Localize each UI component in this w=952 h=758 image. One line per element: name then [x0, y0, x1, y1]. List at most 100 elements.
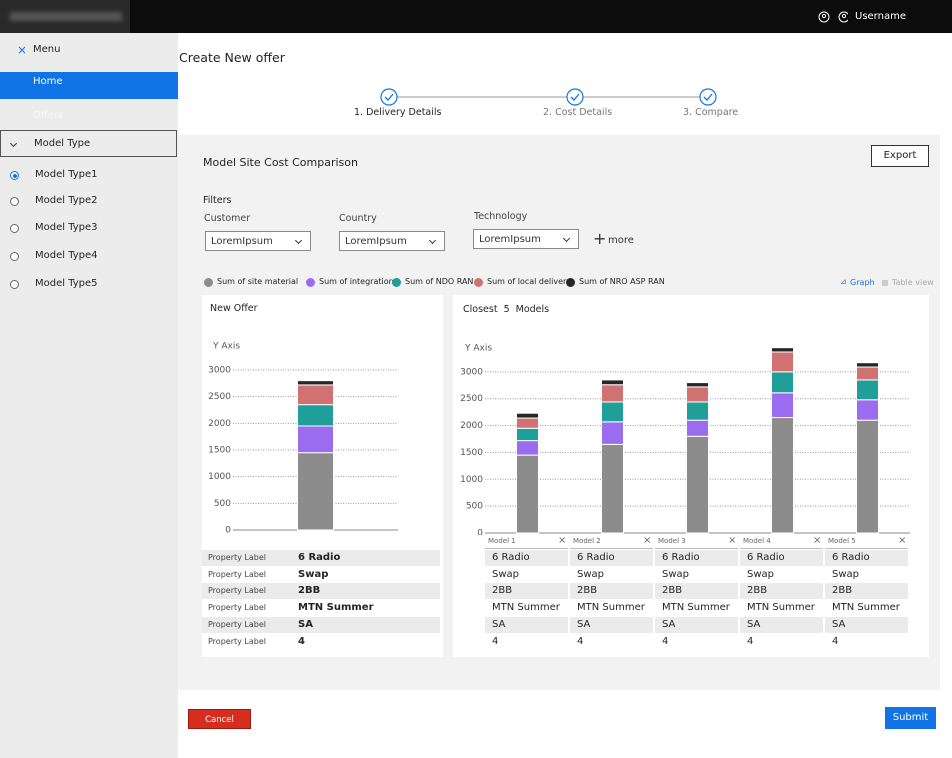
table-cell: 2BB [577, 585, 598, 596]
model-header: Model 3 [658, 537, 686, 545]
table-row [825, 617, 908, 633]
table-cell: 4 [832, 636, 839, 647]
y-tick-label: 2500 [208, 392, 231, 402]
filter-label: Customer [204, 213, 251, 224]
user-icons[interactable] [818, 11, 848, 24]
table-cell: MTN Summer [577, 602, 645, 613]
table-row [202, 583, 440, 599]
view-toggle[interactable]: Graph [850, 278, 875, 287]
y-tick-label: 0 [477, 529, 483, 536]
y-tick-label: 500 [214, 499, 231, 509]
chart: Y Axis 0 500 1000 1500 2000 2500 3000 [460, 344, 910, 536]
table-row [202, 617, 440, 633]
table-row [570, 600, 653, 616]
top-bar [0, 0, 952, 33]
filters-title: Filters [203, 195, 232, 206]
table-row [740, 567, 823, 583]
table-icon[interactable] [882, 280, 888, 286]
legend-swatch [474, 278, 483, 287]
header-border [825, 548, 908, 549]
remove-icon[interactable]: × [898, 535, 907, 546]
remove-icon[interactable]: × [813, 535, 822, 546]
table-row [740, 617, 823, 633]
model-header: Model 4 [743, 537, 771, 545]
table-row [202, 550, 440, 566]
bar-segment [686, 435, 709, 534]
export-button[interactable]: Export [871, 145, 929, 167]
username[interactable]: Username [855, 11, 906, 22]
table-cell: 6 Radio [662, 552, 700, 563]
option-label[interactable]: Model Type3 [35, 222, 98, 233]
model-header: Model 2 [573, 537, 601, 545]
option-label[interactable]: Model Type1 [35, 169, 98, 180]
y-tick-label: 1500 [208, 446, 231, 456]
table-row [740, 634, 823, 650]
table-cell: Property Label [208, 553, 266, 562]
option-label[interactable]: Model Type5 [35, 278, 98, 289]
filter-select[interactable]: LoremIpsum [205, 231, 311, 251]
step-label: 2. Cost Details [543, 107, 613, 118]
table-row [825, 550, 908, 566]
option-label[interactable]: Model Type4 [35, 250, 98, 261]
home-item[interactable] [0, 72, 178, 99]
menu-label[interactable]: Menu [33, 44, 61, 55]
legend-label: Sum of local delivery [487, 277, 572, 286]
radio[interactable] [10, 252, 19, 261]
table-row [655, 617, 738, 633]
table-cell: 4 [298, 636, 305, 647]
more-link[interactable]: more [608, 235, 634, 246]
remove-icon[interactable]: × [728, 535, 737, 546]
bar-segment [856, 399, 879, 421]
table-row [570, 634, 653, 650]
page-title: Create New offer [179, 50, 285, 65]
bar-segment [297, 404, 334, 427]
plus-icon[interactable]: + [593, 229, 607, 248]
view-toggle[interactable]: Table view [892, 278, 934, 287]
bar-segment [856, 419, 879, 534]
table-cell: Swap [492, 569, 520, 580]
bar-segment [771, 351, 794, 373]
bar-segment [297, 380, 334, 386]
table-cell: Property Label [208, 620, 266, 629]
remove-icon[interactable]: × [643, 535, 652, 546]
bar-segment [601, 384, 624, 403]
sidebar [0, 33, 178, 758]
table-cell: 2BB [832, 585, 853, 596]
table-cell: SA [298, 619, 313, 630]
section-header[interactable] [0, 130, 177, 157]
radio-dot [12, 173, 17, 178]
radio[interactable] [10, 197, 19, 206]
remove-icon[interactable]: × [558, 535, 567, 546]
graph-icon[interactable]: ⊿ [840, 277, 847, 286]
legend-label: Sum of NRO ASP RAN [579, 277, 665, 286]
radio[interactable] [10, 171, 19, 180]
nav-item[interactable]: Offers [33, 110, 64, 121]
option-label[interactable]: Model Type2 [35, 195, 98, 206]
header-border [485, 548, 568, 549]
y-tick-label: 1000 [208, 472, 231, 482]
section-title[interactable]: Model Type [34, 138, 91, 149]
filter-select[interactable]: LoremIpsum [339, 231, 445, 251]
cancel-button[interactable]: Cancel [188, 709, 251, 729]
bar-segment [771, 371, 794, 394]
table-row [655, 583, 738, 599]
table-row [202, 567, 440, 583]
bar-segment [516, 440, 539, 456]
table-cell: SA [577, 619, 591, 630]
nav-item[interactable]: Home [33, 76, 63, 87]
submit-button[interactable]: Submit [885, 707, 936, 729]
close-icon[interactable]: × [17, 43, 28, 57]
header-border [655, 548, 738, 549]
filter-select[interactable]: LoremIpsum [473, 229, 579, 249]
bar-segment [856, 362, 879, 368]
table-cell: Property Label [208, 586, 266, 595]
table-row [485, 600, 568, 616]
bar-segment [297, 384, 334, 406]
table-cell: Swap [832, 569, 860, 580]
logo[interactable] [10, 12, 122, 21]
table-cell: Swap [747, 569, 775, 580]
radio[interactable] [10, 224, 19, 233]
radio[interactable] [10, 280, 19, 289]
table-row [740, 583, 823, 599]
y-tick-label: 2000 [460, 421, 483, 431]
